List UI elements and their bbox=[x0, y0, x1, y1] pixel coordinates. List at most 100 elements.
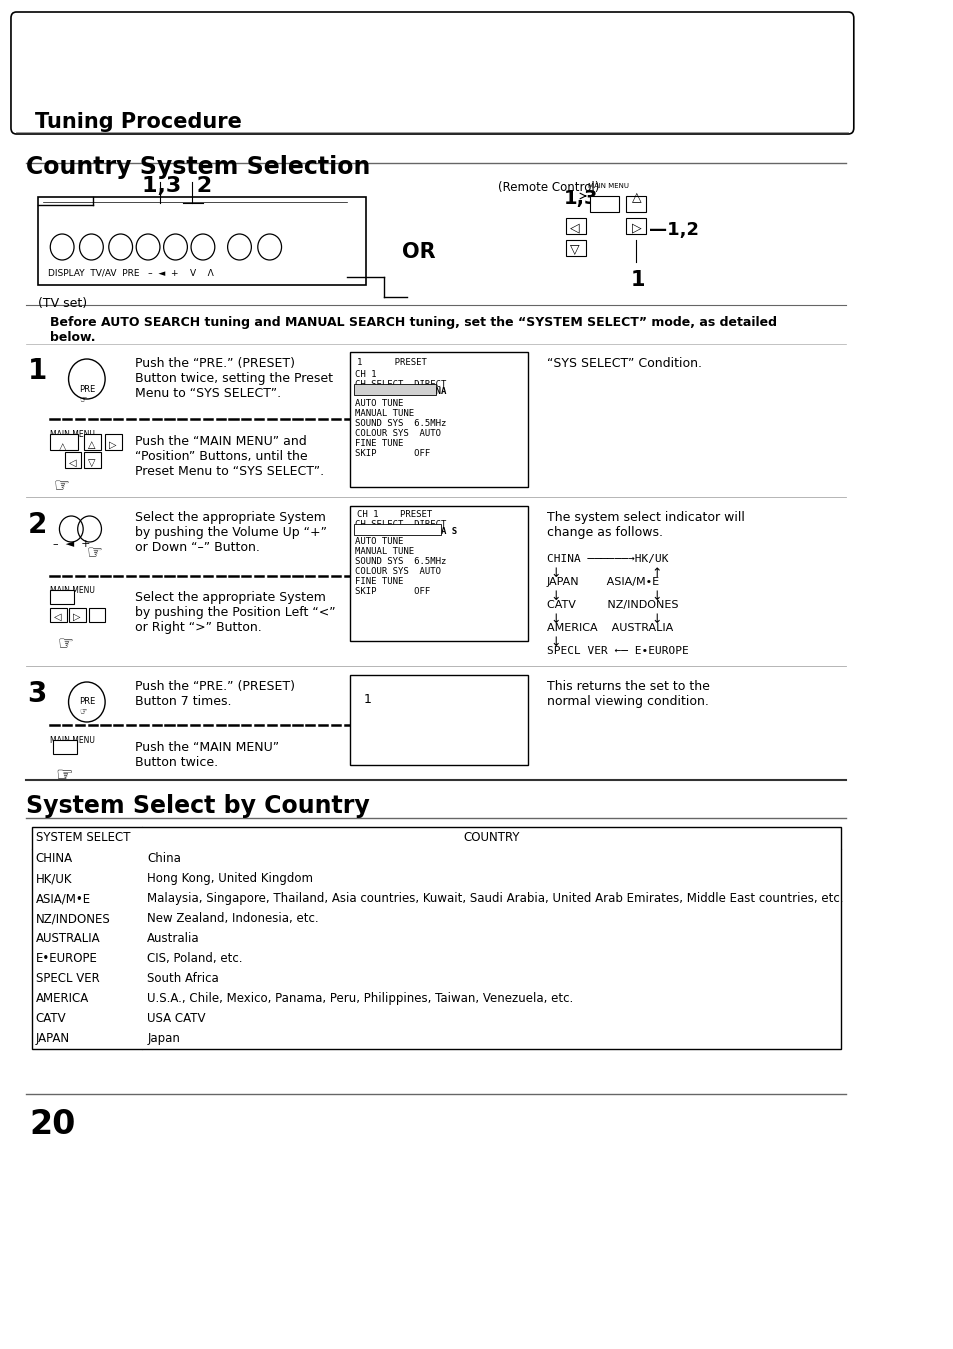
Bar bbox=[84, 434, 100, 451]
Bar bbox=[65, 452, 81, 468]
Text: MAIN MENU: MAIN MENU bbox=[51, 430, 95, 438]
Text: CHINA ──────→HK/UK: CHINA ──────→HK/UK bbox=[546, 554, 667, 564]
Text: USA CATV: USA CATV bbox=[147, 1012, 206, 1025]
Text: ▷: ▷ bbox=[631, 221, 640, 233]
Text: “SYS SELECT” Condition.: “SYS SELECT” Condition. bbox=[546, 357, 700, 370]
Text: —1,2: —1,2 bbox=[648, 221, 699, 239]
Bar bbox=[32, 827, 841, 1050]
Text: △: △ bbox=[88, 440, 95, 451]
Text: ▷: ▷ bbox=[109, 440, 116, 451]
Text: Push the “PRE.” (PRESET)
Button 7 times.: Push the “PRE.” (PRESET) Button 7 times. bbox=[135, 680, 295, 708]
Bar bbox=[89, 608, 105, 622]
Text: 1      PRESET: 1 PRESET bbox=[357, 357, 427, 367]
Text: PRE
☞: PRE ☞ bbox=[79, 384, 95, 405]
Text: CHINA: CHINA bbox=[35, 853, 72, 865]
Bar bbox=[105, 434, 121, 451]
Text: SYSTEM SELECT: SYSTEM SELECT bbox=[35, 831, 130, 844]
Text: AMERICA    AUSTRALIA: AMERICA AUSTRALIA bbox=[546, 623, 672, 633]
Text: CH SELECT  DIRECT: CH SELECT DIRECT bbox=[355, 380, 446, 389]
Text: ☞: ☞ bbox=[54, 766, 72, 785]
Text: PRE
☞: PRE ☞ bbox=[79, 697, 95, 716]
Text: ↓: ↓ bbox=[550, 590, 560, 603]
Text: below.: below. bbox=[51, 331, 95, 344]
Bar bbox=[350, 674, 528, 765]
Text: Malaysia, Singapore, Thailand, Asia countries, Kuwait, Saudi Arabia, United Arab: Malaysia, Singapore, Thailand, Asia coun… bbox=[147, 892, 842, 905]
Text: Push the “MAIN MENU” and
“Position” Buttons, until the
Preset Menu to “SYS SELEC: Push the “MAIN MENU” and “Position” Butt… bbox=[135, 434, 324, 478]
Text: 20: 20 bbox=[30, 1108, 75, 1141]
Text: NZ/INDONES: NZ/INDONES bbox=[35, 912, 111, 925]
Text: COUNTRY: COUNTRY bbox=[462, 831, 519, 844]
Text: E•EUROPE: E•EUROPE bbox=[35, 952, 97, 965]
Text: 1,3: 1,3 bbox=[563, 189, 598, 208]
Text: SKIP       OFF: SKIP OFF bbox=[355, 587, 430, 596]
Text: MANUAL TUNE: MANUAL TUNE bbox=[355, 409, 414, 418]
Bar bbox=[625, 219, 645, 233]
Text: 1: 1 bbox=[630, 270, 644, 290]
Text: This returns the set to the
normal viewing condition.: This returns the set to the normal viewi… bbox=[546, 680, 709, 708]
Text: △: △ bbox=[58, 442, 66, 452]
Text: 3: 3 bbox=[28, 680, 47, 708]
Bar bbox=[53, 741, 76, 754]
Text: CATV         NZ/INDONES: CATV NZ/INDONES bbox=[546, 600, 678, 610]
FancyBboxPatch shape bbox=[10, 12, 853, 134]
Bar bbox=[565, 240, 585, 256]
Text: ↑: ↑ bbox=[651, 567, 661, 580]
Bar bbox=[51, 590, 74, 604]
Text: ↓: ↓ bbox=[550, 635, 560, 649]
Text: MAIN MENU: MAIN MENU bbox=[587, 183, 628, 189]
Text: Tuning Procedure: Tuning Procedure bbox=[34, 112, 241, 132]
Text: AUTO TUNE: AUTO TUNE bbox=[355, 537, 402, 546]
Bar bbox=[51, 608, 67, 622]
Text: SPECL VER ←─ E•EUROPE: SPECL VER ←─ E•EUROPE bbox=[546, 646, 688, 656]
Text: Before AUTO SEARCH tuning and MANUAL SEARCH tuning, set the “SYSTEM SELECT” mode: Before AUTO SEARCH tuning and MANUAL SEA… bbox=[51, 316, 777, 329]
Text: 2: 2 bbox=[28, 511, 47, 540]
Text: The system select indicator will
change as follows.: The system select indicator will change … bbox=[546, 511, 743, 540]
Bar bbox=[589, 196, 618, 212]
Text: COLOUR SYS  AUTO: COLOUR SYS AUTO bbox=[355, 567, 440, 576]
Text: New Zealand, Indonesia, etc.: New Zealand, Indonesia, etc. bbox=[147, 912, 318, 925]
Text: Country System Selection: Country System Selection bbox=[26, 155, 370, 179]
Text: ▽: ▽ bbox=[569, 243, 578, 256]
Text: ◁: ◁ bbox=[69, 459, 76, 468]
Text: CH SELECT  DIRECT: CH SELECT DIRECT bbox=[355, 519, 446, 529]
Bar bbox=[70, 608, 86, 622]
Bar bbox=[84, 452, 100, 468]
Text: Hong Kong, United Kingdom: Hong Kong, United Kingdom bbox=[147, 871, 313, 885]
Text: ▷: ▷ bbox=[73, 612, 81, 622]
Text: AUTO TUNE: AUTO TUNE bbox=[355, 399, 402, 407]
Text: CH 1: CH 1 bbox=[355, 370, 375, 379]
Text: South Africa: South Africa bbox=[147, 973, 218, 985]
Bar bbox=[354, 523, 440, 536]
Text: China: China bbox=[147, 853, 181, 865]
Text: MAIN MENU: MAIN MENU bbox=[51, 737, 95, 745]
Text: ☞: ☞ bbox=[53, 476, 69, 494]
Text: SKIP       OFF: SKIP OFF bbox=[355, 449, 430, 459]
Text: CH 1    PRESET: CH 1 PRESET bbox=[357, 510, 433, 519]
Text: 1: 1 bbox=[28, 357, 47, 384]
Text: ↓: ↓ bbox=[651, 612, 661, 626]
Text: ◁: ◁ bbox=[569, 221, 578, 233]
Text: ↓: ↓ bbox=[651, 590, 661, 603]
Text: Select the appropriate System
by pushing the Volume Up “+”
or Down “–” Button.: Select the appropriate System by pushing… bbox=[135, 511, 327, 554]
Text: –  ◄  +: – ◄ + bbox=[53, 540, 91, 549]
Text: SYS SELECT  CHINA S: SYS SELECT CHINA S bbox=[355, 527, 456, 536]
Bar bbox=[350, 352, 528, 487]
Text: U.S.A., Chile, Mexico, Panama, Peru, Philippines, Taiwan, Venezuela, etc.: U.S.A., Chile, Mexico, Panama, Peru, Phi… bbox=[147, 992, 573, 1005]
Text: ☞: ☞ bbox=[57, 634, 73, 652]
Bar bbox=[354, 384, 436, 395]
Text: ↓: ↓ bbox=[550, 612, 560, 626]
Text: MANUAL TUNE: MANUAL TUNE bbox=[355, 546, 414, 556]
Text: AMERICA: AMERICA bbox=[35, 992, 89, 1005]
Text: OR: OR bbox=[402, 241, 436, 262]
Bar bbox=[350, 506, 528, 641]
Text: SPECL VER: SPECL VER bbox=[35, 973, 99, 985]
Text: FINE TUNE: FINE TUNE bbox=[355, 438, 402, 448]
Text: CATV: CATV bbox=[35, 1012, 66, 1025]
Text: SYS SELECT  CHINA: SYS SELECT CHINA bbox=[355, 387, 446, 397]
Text: SOUND SYS  6.5MHz: SOUND SYS 6.5MHz bbox=[355, 557, 446, 567]
Text: △: △ bbox=[631, 192, 640, 204]
Text: COLOUR SYS  AUTO: COLOUR SYS AUTO bbox=[355, 429, 440, 438]
Text: Select the appropriate System
by pushing the Position Left “<”
or Right “>” Butt: Select the appropriate System by pushing… bbox=[135, 591, 335, 634]
Text: ◁: ◁ bbox=[54, 612, 61, 622]
Text: 1,3  2: 1,3 2 bbox=[142, 175, 212, 196]
